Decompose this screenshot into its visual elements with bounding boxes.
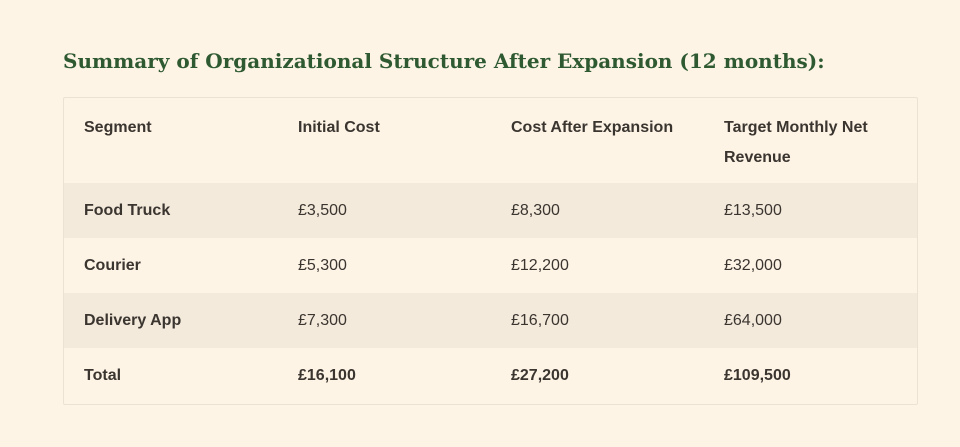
table-row: Delivery App £7,300 £16,700 £64,000 [64, 293, 917, 348]
total-target-revenue-cell: £109,500 [724, 367, 791, 384]
total-label-cell: Total [84, 367, 122, 384]
header-cost-after-expansion: Cost After Expansion [511, 119, 674, 136]
initial-cost-cell: £3,500 [278, 183, 491, 238]
target-revenue-cell: £32,000 [724, 256, 782, 274]
segment-cell: Food Truck [64, 183, 278, 238]
cost-after-expansion-cell: £8,300 [491, 183, 704, 238]
header-initial-cost: Initial Cost [298, 119, 380, 136]
target-revenue-cell: £13,500 [704, 183, 917, 238]
target-revenue-cell: £64,000 [704, 293, 917, 348]
cost-after-expansion-cell: £12,200 [511, 256, 569, 274]
page-title: Summary of Organizational Structure Afte… [63, 49, 825, 73]
table-total-row: Total £16,100 £27,200 £109,500 [64, 348, 917, 404]
summary-table-container: Segment Initial Cost Cost After Expansio… [63, 97, 918, 405]
segment-cell: Delivery App [64, 293, 278, 348]
total-cost-after-expansion-cell: £27,200 [511, 367, 569, 384]
initial-cost-cell: £7,300 [278, 293, 491, 348]
header-target-monthly-net-revenue: Target Monthly Net Revenue [724, 119, 868, 166]
segment-cell: Courier [84, 256, 141, 274]
header-segment: Segment [84, 119, 152, 136]
table-row: Courier £5,300 £12,200 £32,000 [64, 238, 917, 293]
table-header-row: Segment Initial Cost Cost After Expansio… [64, 98, 917, 183]
total-initial-cost-cell: £16,100 [298, 367, 356, 384]
table-row: Food Truck £3,500 £8,300 £13,500 [64, 183, 917, 238]
summary-table: Segment Initial Cost Cost After Expansio… [64, 98, 917, 404]
cost-after-expansion-cell: £16,700 [491, 293, 704, 348]
initial-cost-cell: £5,300 [298, 256, 347, 274]
